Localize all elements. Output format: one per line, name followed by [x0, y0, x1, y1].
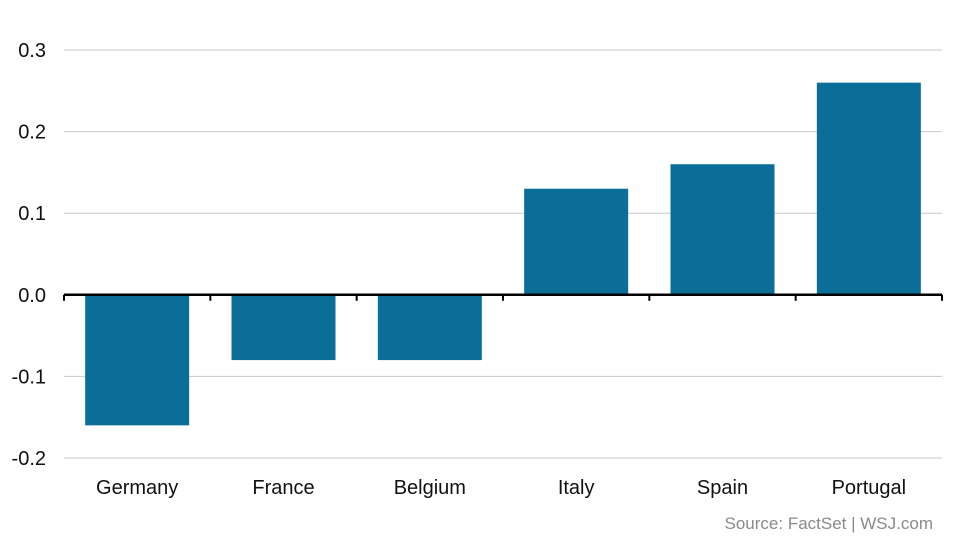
source-note: Source: FactSet | WSJ.com	[724, 514, 933, 533]
bar-portugal	[816, 82, 921, 295]
y-axis-tick-labels: 0.3 0.2 0.1 0.0 -0.1 -0.2	[12, 40, 46, 470]
x-category-label: Germany	[96, 477, 178, 499]
y-tick-label: 0.2	[18, 122, 46, 144]
y-tick-label: 0.0	[18, 285, 46, 307]
x-category-label: France	[252, 477, 314, 499]
x-axis-ticks	[63, 294, 943, 301]
bar-germany	[85, 294, 190, 426]
bar-france	[231, 294, 336, 361]
y-tick-label: -0.2	[12, 448, 46, 470]
bar-belgium	[377, 294, 482, 361]
x-category-label: Spain	[697, 477, 748, 499]
x-category-label: Belgium	[394, 477, 466, 499]
gridlines	[64, 49, 942, 459]
y-tick-label: 0.1	[18, 203, 46, 225]
y-tick-label: -0.1	[12, 366, 46, 388]
bar-spain	[670, 164, 775, 295]
y-tick-label: 0.3	[18, 40, 46, 62]
bar-italy	[524, 188, 629, 295]
bars	[85, 82, 921, 426]
x-axis-category-labels: Germany France Belgium Italy Spain Portugal	[96, 477, 906, 499]
x-category-label: Italy	[558, 477, 595, 499]
x-category-label: Portugal	[832, 477, 907, 499]
